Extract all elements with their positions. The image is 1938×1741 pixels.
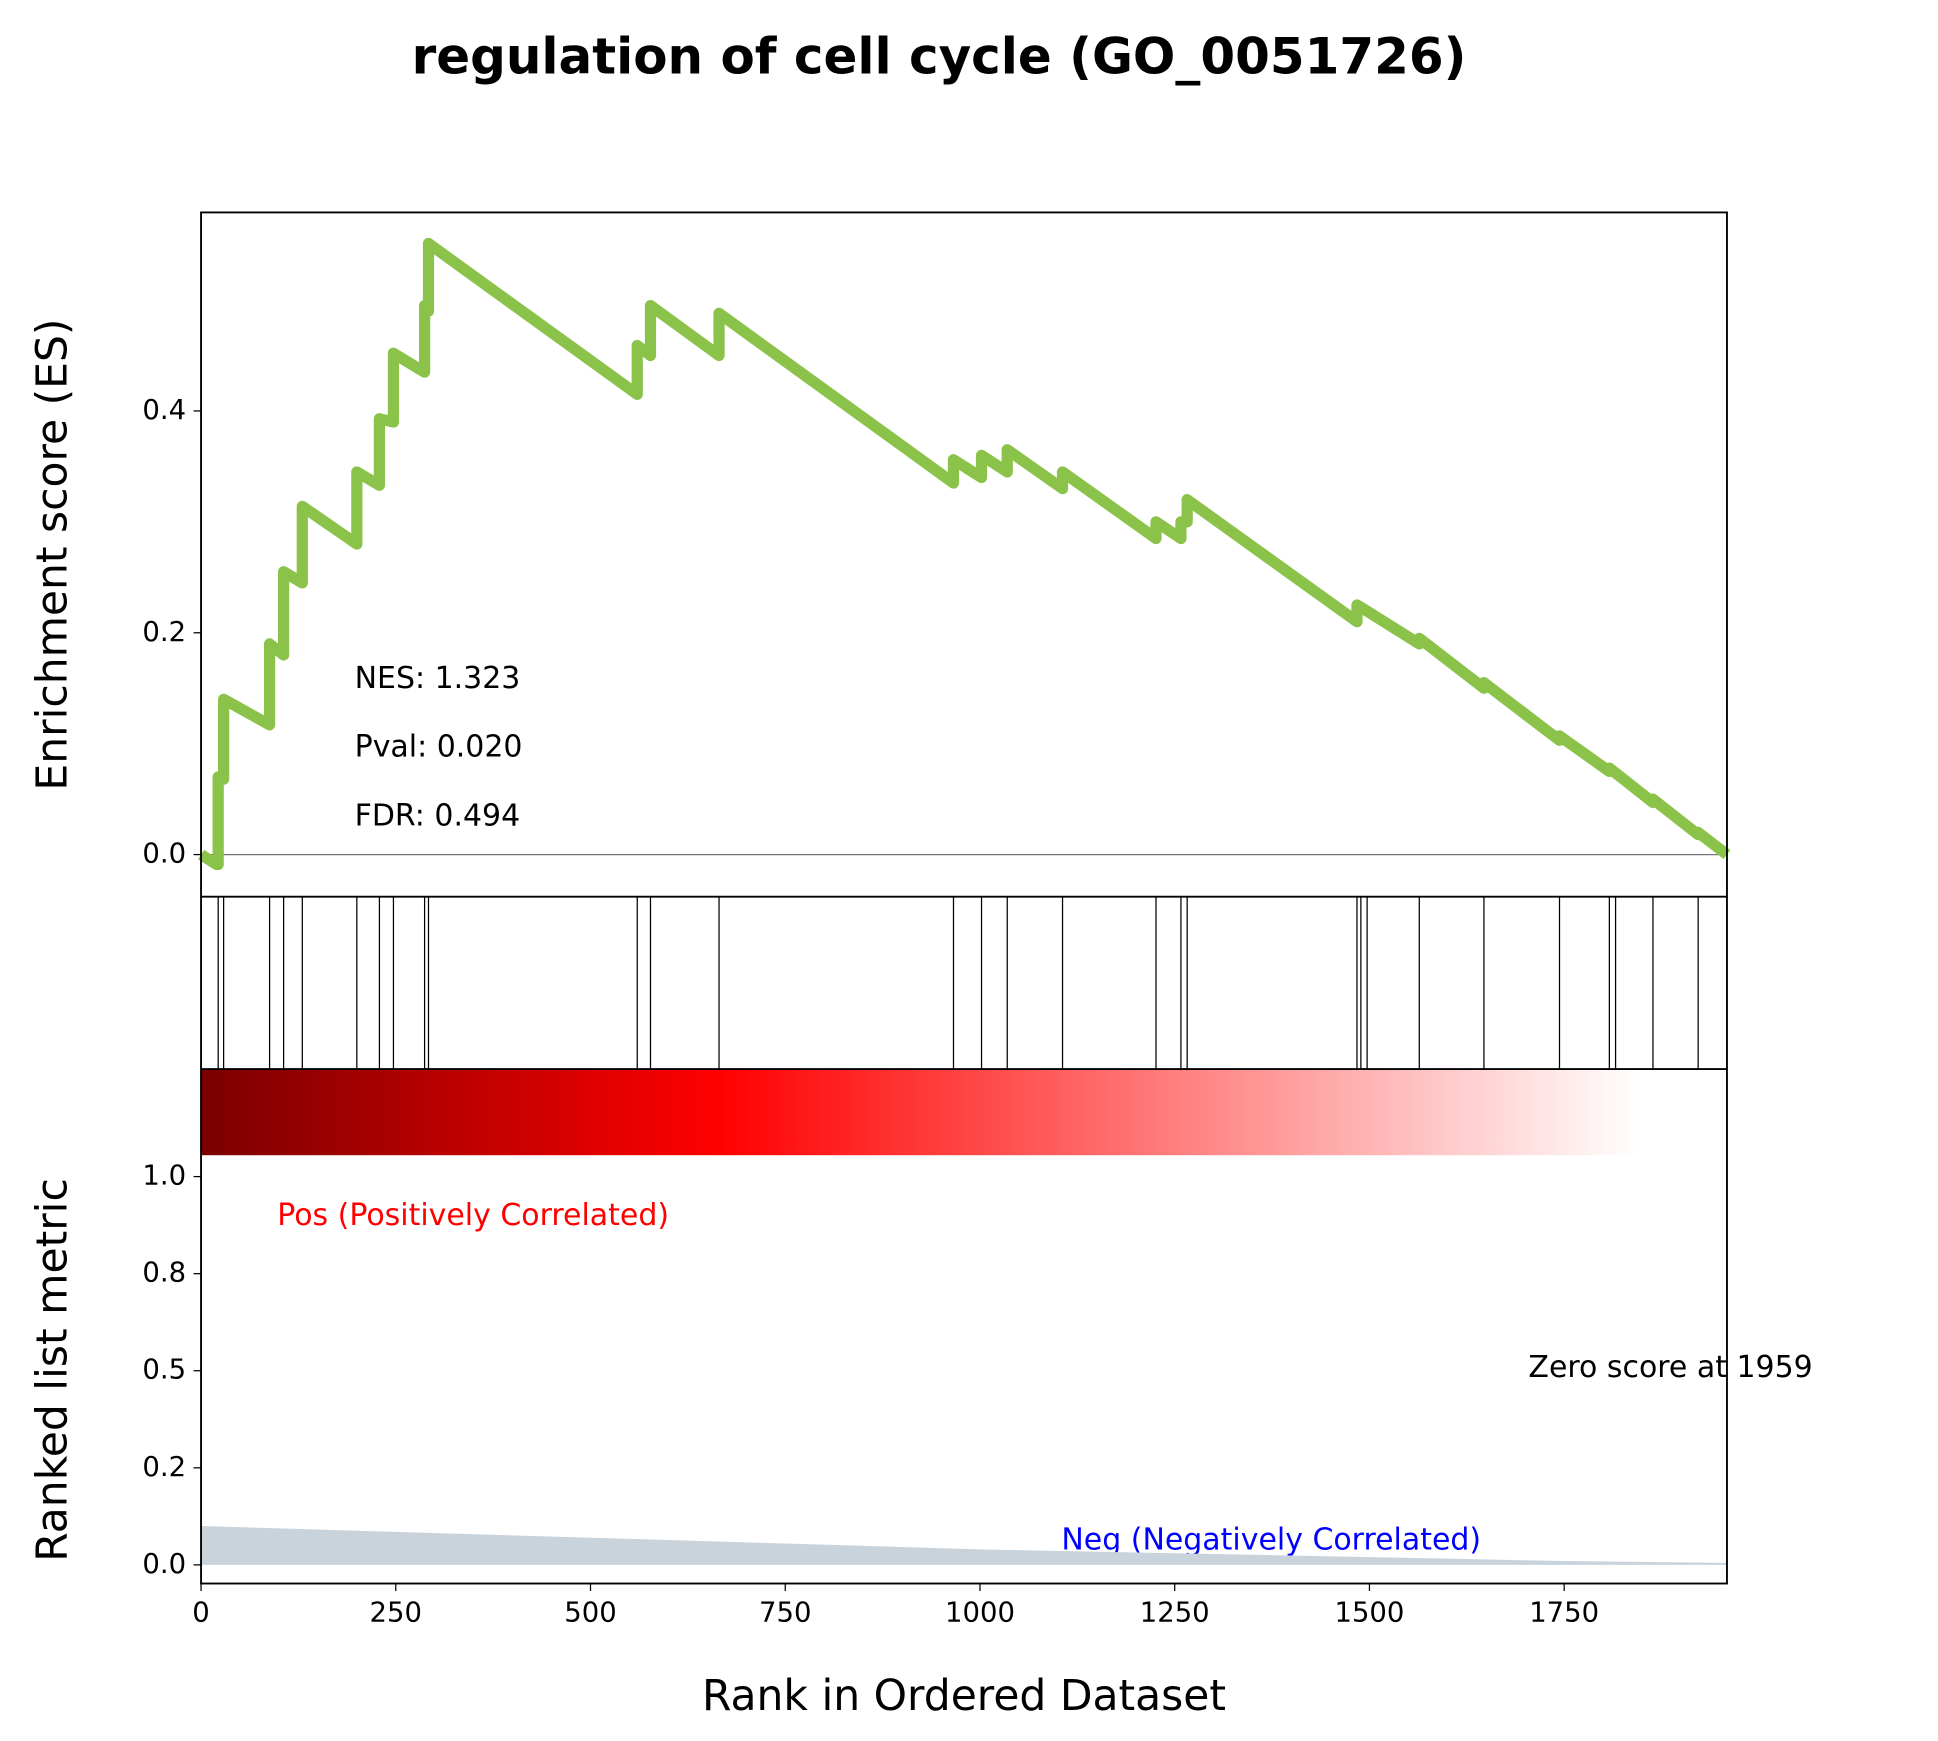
y-tick-label: 0.0 (142, 839, 186, 870)
stat-annotation: Pval: 0.020 (355, 730, 523, 765)
rank-gradient (201, 1069, 1640, 1156)
metric-tick-label: 0.5 (142, 1355, 186, 1386)
x-tick-label: 1000 (945, 1597, 1015, 1628)
metric-tick-label: 0.0 (142, 1549, 186, 1580)
x-tick-label: 750 (759, 1597, 811, 1628)
es-line (198, 237, 1731, 871)
x-tick-label: 1250 (1140, 1597, 1210, 1628)
x-tick-label: 250 (370, 1597, 422, 1628)
x-axis-label: Rank in Ordered Dataset (702, 1672, 1226, 1721)
pos-label: Pos (Positively Correlated) (277, 1198, 669, 1233)
y-axis-label: Enrichment score (ES) (28, 319, 77, 791)
metric-tick-label: 1.0 (142, 1161, 186, 1192)
metric-axis-label: Ranked list metric (28, 1178, 77, 1562)
stat-annotation: FDR: 0.494 (355, 798, 521, 833)
chart-title: regulation of cell cycle (GO_0051726) (412, 28, 1467, 86)
y-tick-label: 0.2 (142, 617, 186, 648)
plot-frame (200, 211, 1728, 1585)
x-tick-label: 1500 (1334, 1597, 1404, 1628)
neg-label: Neg (Negatively Correlated) (1061, 1523, 1481, 1558)
x-tick-label: 500 (564, 1597, 616, 1628)
x-tick-label: 1750 (1529, 1597, 1599, 1628)
stat-annotation: NES: 1.323 (355, 661, 521, 696)
x-tick-label: 0 (192, 1597, 209, 1628)
y-tick-label: 0.4 (142, 395, 186, 426)
zero-label: Zero score at 1959 (1528, 1350, 1812, 1385)
metric-tick-label: 0.2 (142, 1452, 186, 1483)
metric-area (201, 1526, 1727, 1565)
metric-tick-label: 0.8 (142, 1258, 186, 1289)
